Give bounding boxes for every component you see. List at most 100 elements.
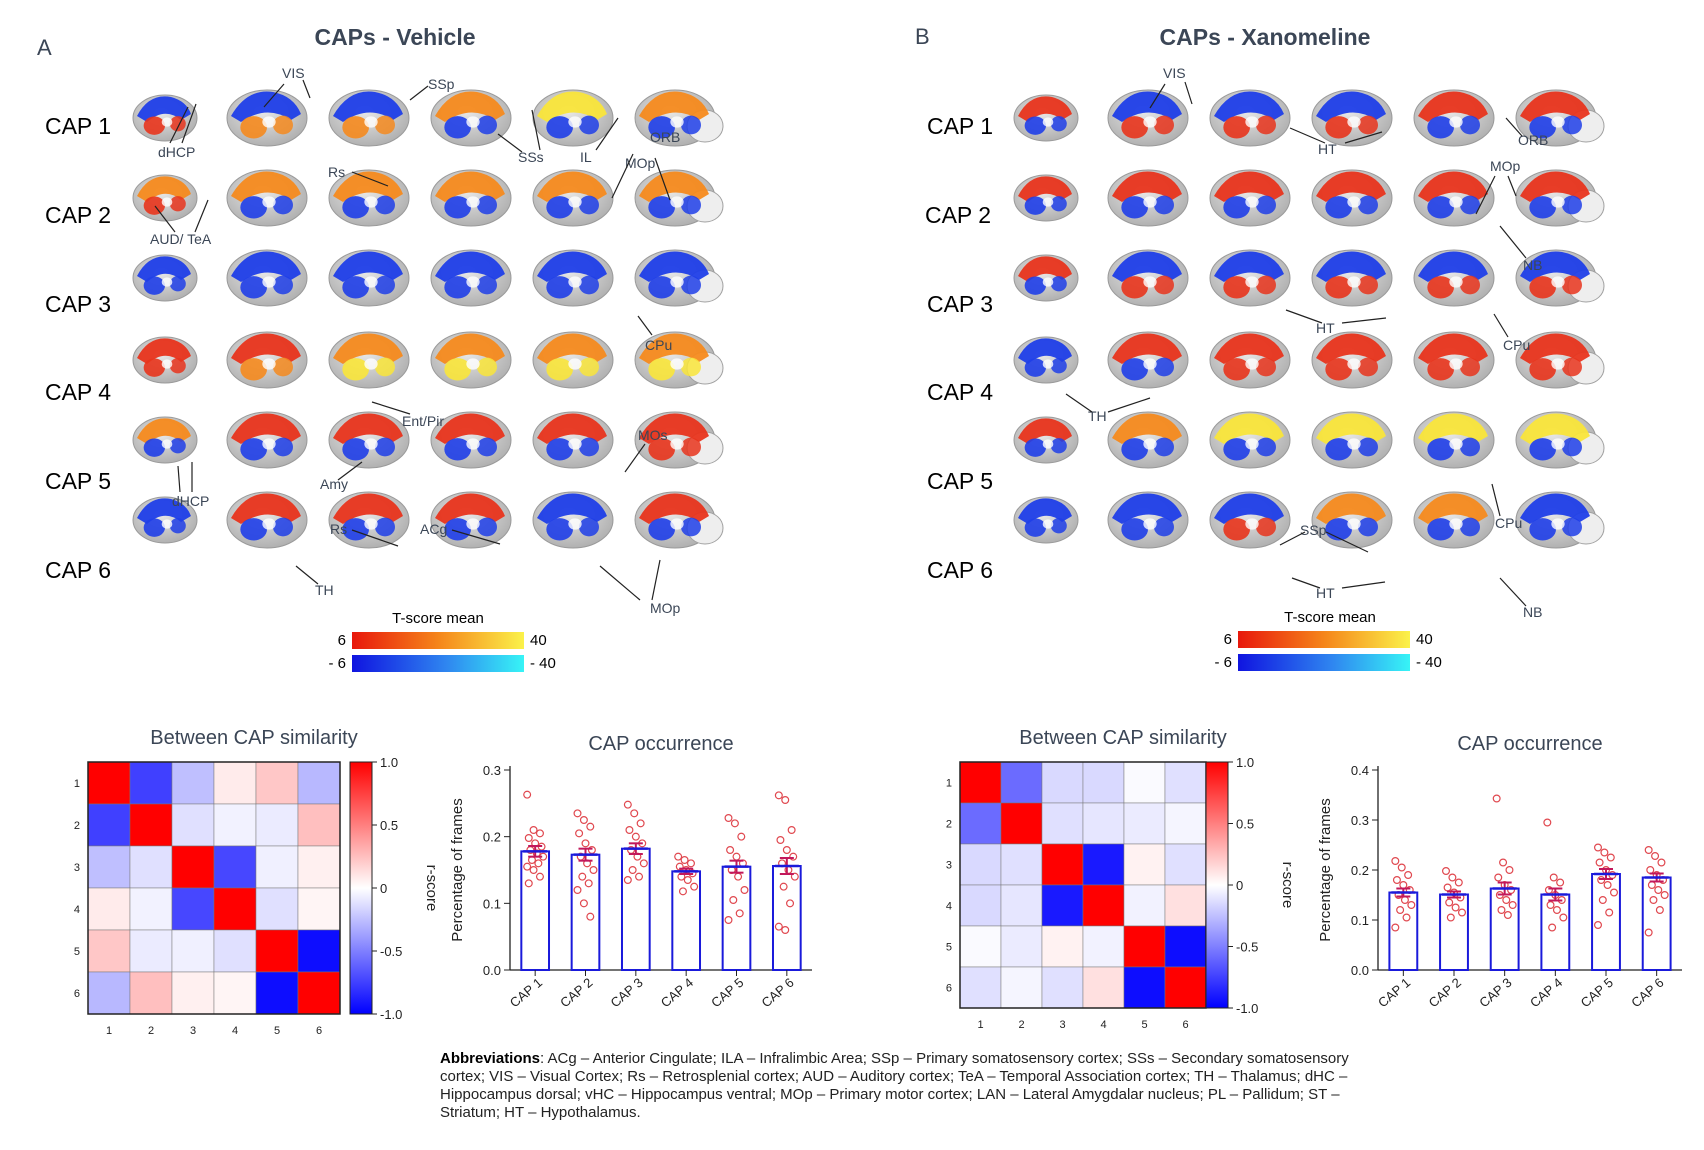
data-point (1497, 905, 1506, 914)
heatmap-cell (1041, 843, 1084, 886)
colorbar-axis-label: r-score (1279, 862, 1296, 909)
annotations-b: VIS HT ORB MOp NB HT CPu TH CPu SSp HT N… (1088, 65, 1548, 620)
heatmap-cell (1164, 884, 1207, 927)
data-point (579, 815, 588, 824)
y-axis-label: Percentage of frames (1317, 798, 1334, 941)
data-point (1654, 885, 1663, 894)
brain-slice (532, 89, 614, 147)
heatmap-cell (171, 971, 215, 1015)
cap-label: CAP 1 (927, 113, 993, 139)
leader-lines-a (154, 79, 671, 601)
heatmap-row-label: 4 (74, 904, 80, 916)
heatmap-cell (1164, 843, 1207, 886)
brain-slice (1013, 254, 1079, 302)
data-point (787, 825, 796, 834)
heatmap-cell (1164, 802, 1207, 845)
brain-slice (1413, 411, 1495, 469)
data-point (1448, 873, 1457, 882)
bar (721, 865, 752, 972)
leader-line (611, 153, 671, 201)
heatmap-col-label: 5 (274, 1025, 280, 1037)
data-point (1402, 913, 1411, 922)
data-point (535, 872, 544, 881)
brain-slice (328, 411, 410, 469)
heatmap-cell (297, 845, 341, 889)
brain-slice (634, 331, 724, 389)
brain-slice (532, 411, 614, 469)
heatmap-colorbar (1205, 761, 1229, 1009)
annotation: IL (580, 149, 592, 165)
data-point (529, 865, 538, 874)
heatmap-frame (87, 761, 341, 1015)
data-point (680, 855, 689, 864)
leader-line (409, 85, 429, 101)
annotation: HT (1318, 141, 1337, 157)
panel-a-title: CAPs - Vehicle (314, 24, 475, 50)
colorbar-axis-label: r-score (423, 865, 440, 912)
leader-line (1149, 81, 1193, 109)
bar (570, 853, 601, 972)
heatmap-cell (87, 929, 131, 973)
data-point (535, 829, 544, 838)
data-point (782, 845, 791, 854)
colorbar-label: T-score mean (392, 610, 484, 627)
heatmap-cell (129, 761, 173, 805)
heatmap-cell (1123, 966, 1166, 1009)
data-point (1503, 910, 1512, 919)
brain-slice (430, 491, 512, 549)
colorbar-neg-max: - 40 (1416, 654, 1442, 671)
leader-line (295, 565, 319, 585)
x-tick-label: CAP 6 (1628, 975, 1666, 1010)
heatmap-cell (171, 845, 215, 889)
data-point (523, 790, 532, 799)
data-point (1502, 895, 1511, 904)
cap-label: CAP 1 (45, 113, 111, 139)
leader-line (624, 443, 646, 473)
annotation: CPu (1495, 515, 1522, 531)
heatmap-colorbar (349, 761, 373, 1015)
heatmap-cell (171, 761, 215, 805)
heatmap-cell (255, 761, 299, 805)
data-point (1549, 873, 1558, 882)
leader-line (1491, 483, 1501, 517)
heatmap-cell (255, 887, 299, 931)
heatmap-cell (87, 845, 131, 889)
brain-slice (132, 174, 198, 222)
data-point (1598, 895, 1607, 904)
heatmap-cell (255, 845, 299, 889)
x-tick-label: CAP 3 (1476, 975, 1514, 1010)
y-tick-label: 0.1 (483, 896, 501, 911)
cap-labels-b: CAP 1 CAP 2 CAP 3 CAP 4 CAP 5 CAP 6 (925, 113, 993, 583)
brain-slice (1515, 411, 1605, 469)
bar (1439, 893, 1469, 971)
bar (671, 870, 702, 971)
brain-slice (328, 331, 410, 389)
colorbar-pos-max: 40 (1416, 631, 1433, 648)
heatmap-col-label: 4 (232, 1025, 238, 1037)
brain-slice (1209, 411, 1291, 469)
brain-slice (328, 89, 410, 147)
colorbar-tick-label: 0.5 (1236, 817, 1254, 832)
data-point (1508, 900, 1517, 909)
heatmap-row-label: 6 (74, 988, 80, 1000)
leader-line (595, 117, 619, 151)
data-point (790, 872, 799, 881)
brain-slice (132, 254, 198, 302)
data-point (774, 922, 783, 931)
colorbar-pos-min: 6 (1224, 631, 1232, 648)
data-point (686, 859, 695, 868)
data-point (1651, 851, 1660, 860)
heatmap-row-label: 4 (946, 901, 952, 913)
data-point (1644, 845, 1653, 854)
heatmap-col-label: 3 (1059, 1019, 1065, 1031)
heatmap-row-label: 5 (946, 942, 952, 954)
y-tick-label: 0.0 (483, 963, 501, 978)
leader-line (177, 462, 193, 493)
annotation: ORB (1518, 132, 1548, 148)
data-point (573, 809, 582, 818)
annotations-a: VIS SSp dHCP SSs ORB IL MOp Rs AUD/ TeA … (150, 65, 681, 616)
y-tick-label: 0.1 (1351, 913, 1369, 928)
brain-slice (1311, 331, 1393, 389)
heatmap-cell (87, 761, 131, 805)
